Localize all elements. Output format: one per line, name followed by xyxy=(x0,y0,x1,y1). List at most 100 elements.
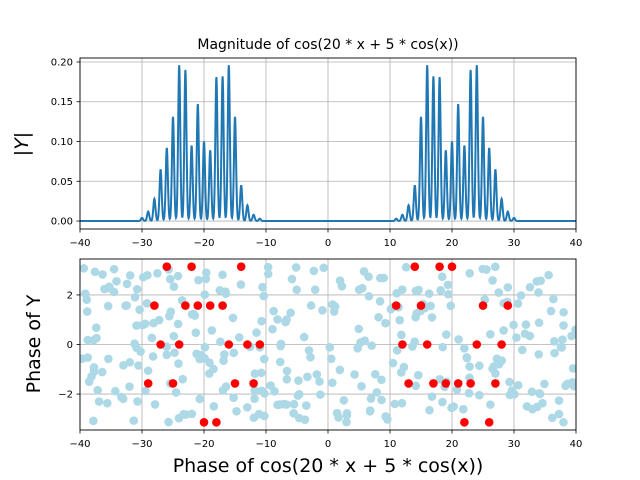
phase-point-noise xyxy=(200,354,210,363)
magnitude-y-tick-label: 0.20 xyxy=(51,57,73,68)
phase-point-noise xyxy=(540,379,549,389)
phase-point-noise xyxy=(90,267,100,277)
magnitude-x-tick-label: −40 xyxy=(69,238,90,249)
magnitude-x-tick-label: 20 xyxy=(446,238,459,249)
phase-point-noise xyxy=(443,289,453,299)
phase-point-noise xyxy=(544,270,553,280)
phase-point-signal xyxy=(466,379,475,388)
phase-axes: −40 −30 −20 −10 0 10 20 30 40 −202 Phase of cos(… xyxy=(23,258,582,477)
phase-point-signal xyxy=(168,379,178,388)
phase-point-noise xyxy=(306,301,316,310)
phase-point-noise xyxy=(438,397,447,407)
phase-point-noise xyxy=(291,263,301,272)
phase-point-noise xyxy=(174,359,183,368)
phase-point-noise xyxy=(173,271,183,281)
phase-point-noise xyxy=(282,366,292,376)
phase-point-noise xyxy=(554,409,564,419)
phase-point-noise xyxy=(316,390,325,399)
phase-point-signal xyxy=(410,262,420,271)
phase-point-noise xyxy=(443,280,453,290)
phase-point-noise xyxy=(282,375,292,384)
phase-point-noise xyxy=(516,291,526,300)
phase-point-noise xyxy=(438,342,448,352)
phase-y-ticks: −2 0 2 xyxy=(58,290,80,401)
phase-point-noise xyxy=(568,364,576,373)
phase-point-noise xyxy=(166,307,176,317)
phase-x-tick-label: −30 xyxy=(131,439,152,450)
phase-y-tick-label: 2 xyxy=(67,290,73,301)
phase-point-noise xyxy=(250,369,260,378)
phase-point-noise xyxy=(269,306,278,316)
phase-point-noise xyxy=(82,307,92,316)
phase-point-noise xyxy=(503,283,513,292)
phase-point-noise xyxy=(327,354,336,364)
phase-point-noise xyxy=(303,372,312,382)
phase-point-noise xyxy=(381,318,390,328)
phase-point-signal xyxy=(398,340,407,349)
phase-point-noise xyxy=(559,307,568,317)
phase-x-tick-label: −40 xyxy=(69,439,90,450)
phase-point-noise xyxy=(482,265,491,274)
phase-point-signal xyxy=(174,340,184,349)
phase-point-noise xyxy=(282,315,291,324)
phase-point-noise xyxy=(488,364,497,374)
phase-point-noise xyxy=(216,337,225,347)
phase-point-noise xyxy=(187,310,197,319)
phase-point-noise xyxy=(229,393,238,403)
phase-x-tick-label: 20 xyxy=(446,439,459,450)
phase-point-noise xyxy=(293,391,303,400)
magnitude-x-tick-label: 40 xyxy=(570,238,583,249)
phase-point-noise xyxy=(513,299,523,308)
phase-point-noise xyxy=(91,323,101,332)
phase-point-noise xyxy=(462,353,472,363)
phase-point-noise xyxy=(411,381,421,391)
phase-point-noise xyxy=(357,381,366,391)
phase-point-noise xyxy=(289,409,298,418)
magnitude-x-ticks: −40 −30 −20 −10 0 10 20 30 40 xyxy=(69,229,582,249)
phase-point-noise xyxy=(104,354,113,364)
phase-point-noise xyxy=(169,282,179,291)
phase-point-noise xyxy=(534,318,544,328)
phase-point-noise xyxy=(171,388,181,397)
phase-point-noise xyxy=(294,413,304,423)
phase-point-noise xyxy=(149,318,158,328)
phase-point-noise xyxy=(249,413,259,422)
phase-point-noise xyxy=(200,342,210,352)
phase-point-noise xyxy=(532,402,542,412)
phase-point-noise xyxy=(153,268,162,278)
phase-point-signal xyxy=(199,418,209,427)
phase-y-tick-label: 0 xyxy=(67,340,73,351)
magnitude-x-tick-label: −10 xyxy=(255,238,276,249)
phase-point-noise xyxy=(209,402,219,411)
phase-point-signal xyxy=(447,262,457,271)
magnitude-y-tick-label: 0.15 xyxy=(51,97,73,108)
phase-point-noise xyxy=(218,270,227,280)
phase-point-noise xyxy=(497,356,507,365)
phase-point-noise xyxy=(252,328,261,337)
phase-point-noise xyxy=(437,272,447,282)
phase-point-signal xyxy=(429,379,438,388)
phase-point-noise xyxy=(170,348,179,358)
phase-point-noise xyxy=(169,331,179,341)
phase-point-noise xyxy=(263,269,273,279)
phase-point-noise xyxy=(89,363,99,372)
phase-point-noise xyxy=(94,397,104,406)
phase-point-noise xyxy=(486,330,495,339)
phase-point-noise xyxy=(259,354,269,364)
phase-point-noise xyxy=(125,357,135,367)
phase-point-noise xyxy=(410,337,419,346)
magnitude-y-tick-label: 0.10 xyxy=(51,137,73,148)
phase-point-noise xyxy=(201,274,211,284)
phase-point-noise xyxy=(125,382,134,391)
phase-point-noise xyxy=(219,356,228,365)
phase-point-noise xyxy=(312,370,322,379)
phase-point-signal xyxy=(243,340,252,349)
phase-point-noise xyxy=(374,312,383,322)
phase-point-noise xyxy=(220,350,229,359)
phase-point-noise xyxy=(388,358,398,368)
phase-point-noise xyxy=(273,400,282,410)
phase-x-tick-label: −20 xyxy=(193,439,214,450)
phase-point-noise xyxy=(232,406,241,416)
phase-point-noise xyxy=(259,291,269,301)
phase-point-noise xyxy=(525,282,535,292)
